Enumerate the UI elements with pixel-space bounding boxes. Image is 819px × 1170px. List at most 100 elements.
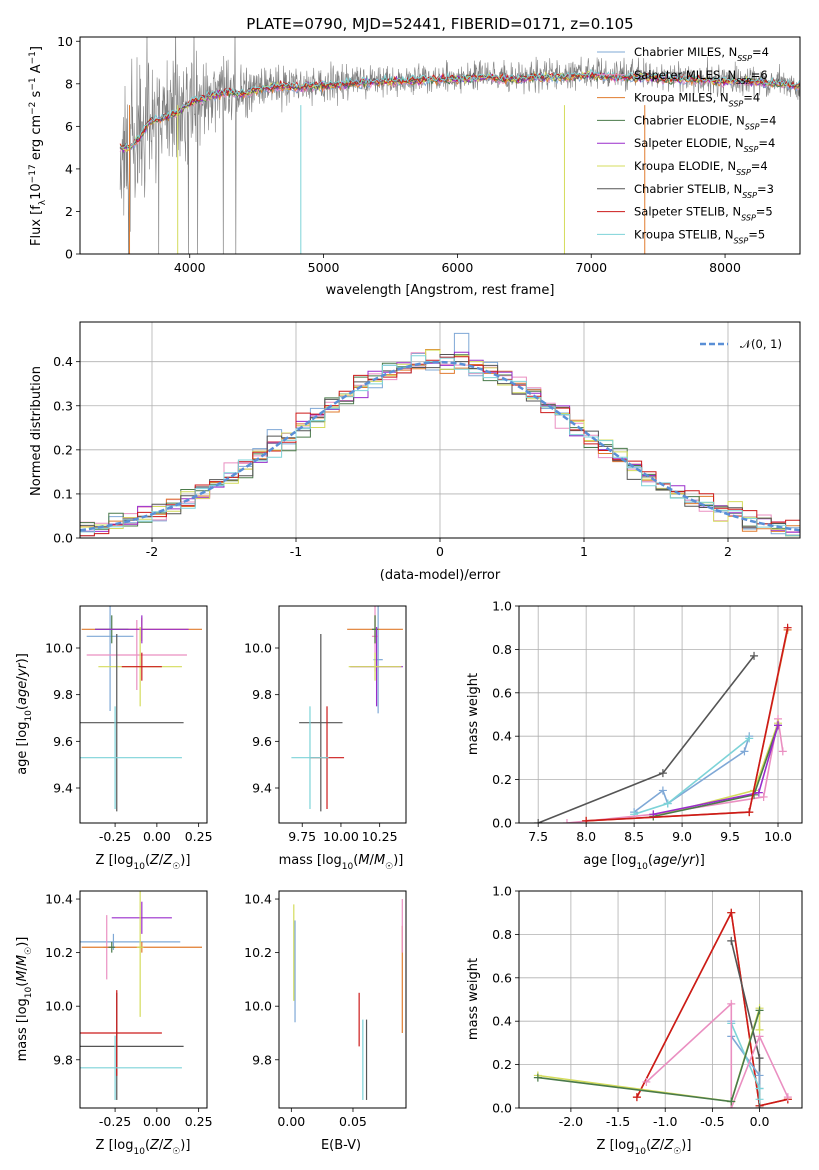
weight-vs-age-ylabel: mass weight [466,673,481,755]
normal-legend-label: 𝒩(0, 1) [740,337,782,351]
age-vs-mass-xlabel: mass [log10(M/M☉)] [279,853,404,872]
weight-marker [754,788,763,797]
weight-series-line [633,735,750,813]
x-tick-label: 1 [580,544,588,559]
errorbars [80,891,202,1100]
y-tick-label: 9.8 [252,687,272,702]
residuals-ylabel: Normed distribution [29,366,44,496]
y-tick-label: 10.4 [45,892,73,907]
errorbars [80,606,202,812]
x-tick-label: -0.5 [700,1114,724,1129]
x-tick-label: 2 [724,544,732,559]
mass-vs-Z-plot-area: -0.25 0.00 0.25 9.8 10.0 10.2 10.4 [45,890,213,1129]
x-tick-label: 7000 [575,260,607,275]
weight-marker [534,819,543,823]
y-tick-label: 10.0 [45,999,73,1014]
residuals-legend: 𝒩(0, 1) [700,337,782,351]
mass-vs-ebv-xlabel: E(B-V) [321,1138,361,1153]
weight-marker [778,747,787,756]
weight-series-line [636,910,788,1107]
axes-frame [79,890,208,1109]
y-tick-label: 10.0 [244,999,272,1014]
x-tick-label: 10.25 [362,829,398,844]
y-tick-label: 0.8 [492,642,512,657]
weight-vs-age-panel: 7.5 8.0 8.5 9.0 9.5 10.0 0.0 0.2 0.4 0.6 0.8 1.0 ag… [466,599,803,872]
y-tick-label: 10 [57,34,73,49]
y-tick-label: 10.2 [244,945,272,960]
y-tick-label: 0.3 [53,398,73,413]
weight-marker [727,999,736,1008]
weight-marker [755,1054,764,1063]
x-tick-label: -1 [290,544,302,559]
errorbars [293,899,403,1100]
spectrum-ylabel: Flux [fλ10−17 erg cm−2 s−1 A−1] [28,46,48,246]
weight-marker [658,769,667,778]
y-tick-label: 0.6 [492,685,512,700]
y-tick-label: 0.0 [492,1101,512,1116]
residuals-xlabel: (data-model)/error [380,568,501,583]
weight-marker [750,651,759,660]
weight-marker [562,819,571,823]
weight-marker [745,734,754,743]
age-vs-mass-plot-area: 9.75 10.00 10.25 9.4 9.6 9.8 10.0 [244,605,407,844]
x-tick-label: -0.25 [99,1114,131,1129]
y-tick-label: 0.0 [53,531,73,546]
x-tick-label: 9.75 [288,829,316,844]
weight-vs-Z-ylabel: mass weight [466,958,481,1040]
legend-entry: Salpeter ELODIE, NSSP=4 [634,136,775,154]
age-vs-Z-xlabel: Z [log10(Z/Z☉)] [96,853,191,872]
mass-vs-ebv-panel: 0.00 0.05 9.8 10.0 10.2 10.4 E(B-V) [244,890,407,1153]
x-tick-label: 0.00 [143,829,171,844]
x-tick-label: 9.5 [720,829,740,844]
weight-vs-Z-xlabel: Z [log10(Z/Z☉)] [597,1138,692,1157]
weight-marker [727,936,736,945]
weight-marker [727,1097,736,1106]
x-tick-label: 0.05 [339,1114,367,1129]
weight-lines [534,623,792,823]
weight-marker [755,1084,764,1093]
weight-series-line [537,655,755,823]
mass-vs-Z-xlabel: Z [log10(Z/Z☉)] [96,1138,191,1157]
y-tick-label: 1.0 [492,884,512,899]
weight-marker [727,908,736,917]
weight-marker [755,1071,764,1080]
y-tick-label: 0.2 [492,1057,512,1072]
y-tick-label: 8 [65,76,73,91]
axes-frame [79,321,801,539]
y-tick-label: 9.4 [252,781,272,796]
data-spectrum-line [119,37,800,254]
y-tick-label: 9.8 [53,1052,73,1067]
age-vs-Z-ylabel: age [log10(age/yr)] [15,653,34,775]
spectrum-lines [119,37,800,254]
x-tick-label: 6000 [441,260,473,275]
legend-entry: Salpeter MILES, NSSP=6 [634,68,768,86]
y-tick-label: 0 [65,247,73,262]
age-vs-Z-plot-area: -0.25 0.00 0.25 9.4 9.6 9.8 10.0 [45,605,213,844]
weight-vs-age-xlabel: age [log10(age/yr)] [583,853,705,872]
mass-vs-ebv-plot-area: 0.00 0.05 9.8 10.0 10.2 10.4 [244,890,407,1129]
weight-series-line [633,737,750,816]
axes-frame [79,36,801,255]
x-tick-label: 10.0 [764,829,792,844]
age-vs-Z-panel: -0.25 0.00 0.25 9.4 9.6 9.8 10.0 Z [log10(Z/Z☉… [15,605,213,872]
spectrum-panel: 4000 5000 6000 7000 8000 0 2 4 6 8 10 wavelength [… [28,34,801,298]
weight-marker [755,1025,764,1034]
y-tick-label: 2 [65,204,73,219]
x-tick-label: 0.00 [143,1114,171,1129]
x-tick-label: 7.5 [528,829,548,844]
x-tick-label: -2.0 [559,1114,583,1129]
weight-marker [582,816,591,823]
y-tick-label: 9.4 [53,781,73,796]
x-tick-label: 8.0 [576,829,596,844]
x-tick-label: -2 [146,544,158,559]
weight-vs-age-plot-area: 7.5 8.0 8.5 9.0 9.5 10.0 0.0 0.2 0.4 0.6 0.8 1.0 [492,599,803,844]
x-tick-label: 0 [436,544,444,559]
y-tick-label: 0.2 [492,772,512,787]
histogram-steps [80,332,800,537]
y-tick-label: 10.0 [244,641,272,656]
x-tick-label: 10.00 [323,829,359,844]
weight-lines [533,908,792,1108]
mass-vs-Z-ylabel: mass [log10(M/M☉)] [15,937,34,1062]
weight-marker [783,1093,792,1102]
spectrum-plot-area: 4000 5000 6000 7000 8000 0 2 4 6 8 10 [57,34,801,275]
